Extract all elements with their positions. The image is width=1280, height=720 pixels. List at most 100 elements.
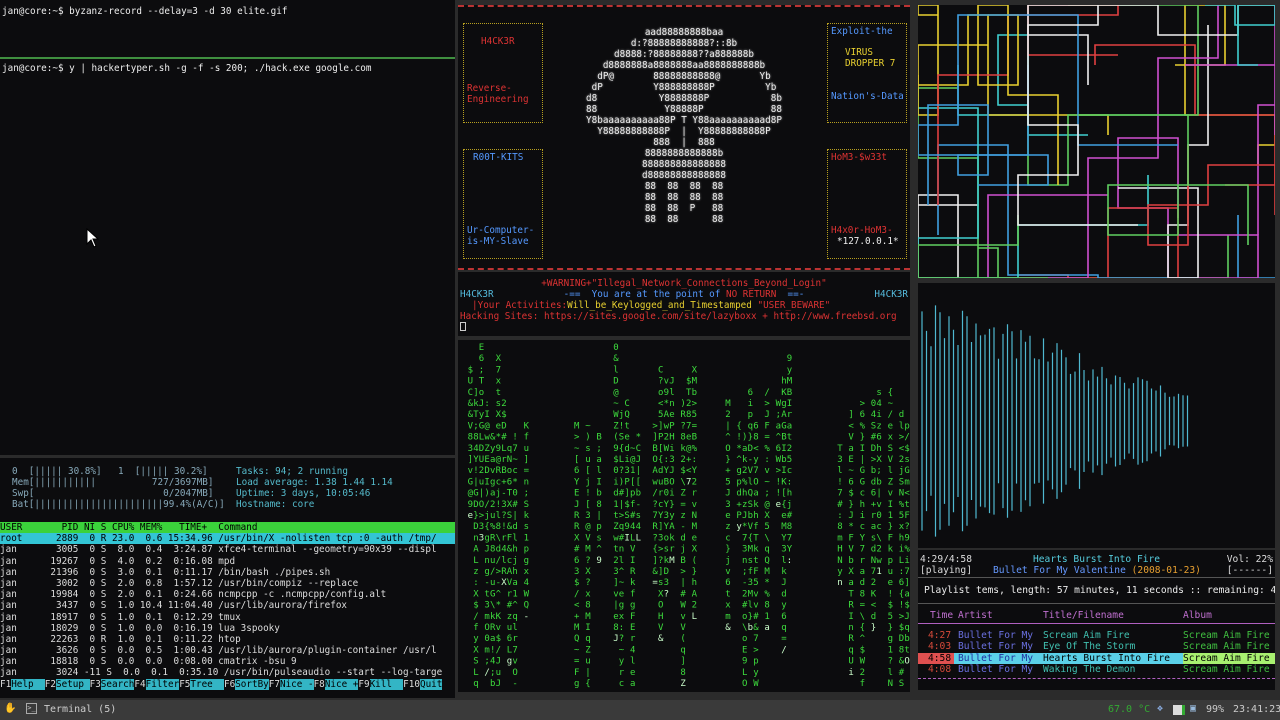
matrix-glyph: 8 xyxy=(468,433,473,443)
htop-pane[interactable]: 0 [||||| 30.8%] 1 [||||| 30.2%] Mem[||||… xyxy=(0,458,455,698)
matrix-glyph: J xyxy=(725,489,730,499)
matrix-glyph: X xyxy=(574,533,580,543)
matrix-glyph: / xyxy=(496,556,501,566)
fkey-quit-button[interactable]: Quit xyxy=(419,678,443,690)
fkey-kill-button[interactable]: Kill xyxy=(369,678,404,690)
matrix-glyph: g xyxy=(736,466,741,476)
pipes-pane[interactable] xyxy=(918,5,1275,278)
matrix-glyph: { xyxy=(860,623,865,633)
process-row[interactable]: jan 18029 0 S 1.0 0.0 0:16.19 lua 3spook… xyxy=(0,622,280,634)
terminal-icon: >_ xyxy=(26,703,37,714)
fkey-number[interactable]: F2 xyxy=(44,678,56,690)
fkey-setup-button[interactable]: Setup xyxy=(56,678,90,690)
app-menu-icon[interactable]: ✋ xyxy=(4,703,17,714)
matrix-glyph: v xyxy=(888,489,893,499)
warning-banner[interactable]: +WARNING+"Illegal_Network_Connections_Be… xyxy=(458,272,910,336)
fkey-number[interactable]: F6 xyxy=(223,678,236,690)
visualizer-pane[interactable] xyxy=(918,283,1275,548)
hacking-sites-line: Hacking Sites: https://sites.google.com/… xyxy=(460,311,897,322)
fkey-number[interactable]: F7 xyxy=(268,678,280,690)
matrix-glyph: E xyxy=(848,455,853,465)
fkey-number[interactable]: F9 xyxy=(358,678,370,690)
pane-divider[interactable] xyxy=(0,57,455,59)
matrix-glyph: P xyxy=(736,511,742,521)
matrix-glyph: \ xyxy=(680,477,685,487)
fkey-number[interactable]: F5 xyxy=(179,678,191,690)
volume[interactable]: Vol: 22% xyxy=(1226,554,1273,565)
fkey-sortby-button[interactable]: SortBy xyxy=(235,678,269,690)
process-row[interactable]: jan 3437 0 S 1.0 10.4 11:04.40 /usr/lib/… xyxy=(0,600,348,612)
dropbox-icon[interactable]: ❖ xyxy=(1157,703,1164,714)
fkey-help-button[interactable]: Help xyxy=(11,678,45,690)
matrix-glyph: P xyxy=(658,433,664,443)
playlist-track[interactable]: 4:03 Bullet For My Eye Of The Storm Scream … xyxy=(918,641,1275,652)
tasks-info: Tasks: 94; 2 running xyxy=(236,466,348,477)
matrix-glyph: I xyxy=(596,477,601,487)
ncmpcpp-pane[interactable]: 4:29/4:58 [playing] Hearts Burst Into Fi… xyxy=(918,550,1275,690)
column-artist[interactable]: Artist xyxy=(958,610,993,622)
battery-icon[interactable]: ▣ xyxy=(1190,703,1197,714)
column-album[interactable]: Album xyxy=(1183,610,1212,622)
matrix-glyph: > xyxy=(479,511,485,521)
process-table-header[interactable]: USER PID NI S CPU% MEM% TIME+ Command xyxy=(0,522,455,534)
process-row[interactable]: jan 19984 0 S 2.0 0.1 0:24.66 ncmpcpp -c… xyxy=(0,589,387,601)
fkey-nice-button[interactable]: Nice - xyxy=(279,678,314,690)
playlist-track[interactable]: 4:08 Bullet For My Waking The Demon Scream … xyxy=(918,664,1275,675)
process-row[interactable]: jan 3024 -11 S 0.0 0.1 0:35.10 /usr/bin/… xyxy=(0,667,443,679)
process-row[interactable]: jan 19267 0 S 4.0 0.2 0:16.08 mpd xyxy=(0,555,236,567)
matrix-glyph: a xyxy=(904,589,909,599)
playlist-track[interactable]: 4:27 Bullet For My Scream Aim Fire Scream A… xyxy=(918,630,1275,641)
matrix-glyph: [ xyxy=(781,489,786,499)
fkey-number[interactable]: F1 xyxy=(0,678,12,690)
ascii-art-pane[interactable]: aad88888888baa d:?88888888888?::8b d8888:?… xyxy=(458,5,910,270)
fkey-tree-button[interactable]: Tree xyxy=(190,678,224,690)
matrix-glyph: v xyxy=(725,567,730,577)
pipe-segment xyxy=(918,194,978,278)
matrix-glyph: L xyxy=(501,444,506,454)
terminal-pane-top-left[interactable]: jan@core:~$ byzanz-record --delay=3 -d 3… xyxy=(0,0,455,455)
fkey-number[interactable]: F4 xyxy=(134,678,146,690)
matrix-glyph: ) xyxy=(742,433,747,443)
column-time[interactable]: Time xyxy=(930,610,954,622)
matrix-glyph: | xyxy=(860,455,865,465)
fkey-search-button[interactable]: Search xyxy=(100,678,135,690)
matrix-glyph: Q xyxy=(524,601,529,611)
process-row[interactable]: jan 18917 0 S 1.0 0.1 0:12.29 tmux xyxy=(0,611,241,623)
playlist-scrollbar[interactable] xyxy=(918,677,1275,679)
fkey-number[interactable]: F10 xyxy=(403,678,420,690)
process-row[interactable]: jan 3626 0 S 0.0 0.5 1:00.43 /usr/lib/au… xyxy=(0,645,437,657)
matrix-glyph: N xyxy=(899,489,904,499)
matrix-glyph: 4 xyxy=(501,545,506,555)
process-row[interactable]: jan 21396 0 S 3.0 0.1 0:11.17 /bin/bash … xyxy=(0,566,331,578)
volume-bar[interactable]: [------] xyxy=(1226,565,1273,576)
fkey-nice-button[interactable]: Nice + xyxy=(324,678,359,690)
fkey-number[interactable]: F3 xyxy=(89,678,101,690)
process-row[interactable]: jan 18818 0 S 0.0 0.0 0:08.00 cmatrix -b… xyxy=(0,656,297,668)
matrix-glyph: ^ xyxy=(725,433,731,443)
matrix-glyph: # xyxy=(837,500,843,510)
clock[interactable]: 23:41:23 xyxy=(1233,704,1280,715)
matrix-glyph: 7 xyxy=(787,533,792,543)
matrix-glyph: 6 xyxy=(776,444,781,454)
fkey-number[interactable]: F8 xyxy=(313,678,325,690)
matrix-glyph: a xyxy=(512,578,517,588)
matrix-glyph: # xyxy=(574,545,580,555)
matrix-glyph: 3 xyxy=(613,567,618,577)
process-row[interactable]: jan 3005 0 S 8.0 0.4 3:24.87 xfce4-termi… xyxy=(0,544,437,556)
matrix-glyph: c xyxy=(658,500,663,510)
network-icon[interactable] xyxy=(1173,705,1185,715)
playlist-track[interactable]: 4:58 Bullet For My Hearts Burst Into Fire S… xyxy=(918,652,1275,664)
track-title: Waking The Demon xyxy=(1043,663,1136,675)
matrix-glyph: > xyxy=(619,511,625,521)
taskbar-item-terminal[interactable]: Terminal (5) xyxy=(44,704,117,715)
process-row[interactable]: jan 3002 0 S 2.0 0.8 1:57.12 /usr/bin/co… xyxy=(0,577,359,589)
process-row[interactable]: root 2889 0 R 23.0 0.6 15:34.96 /usr/bin… xyxy=(0,533,455,545)
column-title[interactable]: Title/Filename xyxy=(1043,610,1124,622)
matrix-glyph: 0 xyxy=(613,466,618,476)
pipe-segment xyxy=(1018,207,1179,278)
fkey-filter-button[interactable]: Filter xyxy=(145,678,180,690)
process-row[interactable]: jan 22263 0 R 1.0 0.1 0:11.22 htop xyxy=(0,633,241,645)
matrix-glyph: Z xyxy=(613,522,619,532)
elapsed-time: 4:29/4:58 xyxy=(920,554,972,565)
